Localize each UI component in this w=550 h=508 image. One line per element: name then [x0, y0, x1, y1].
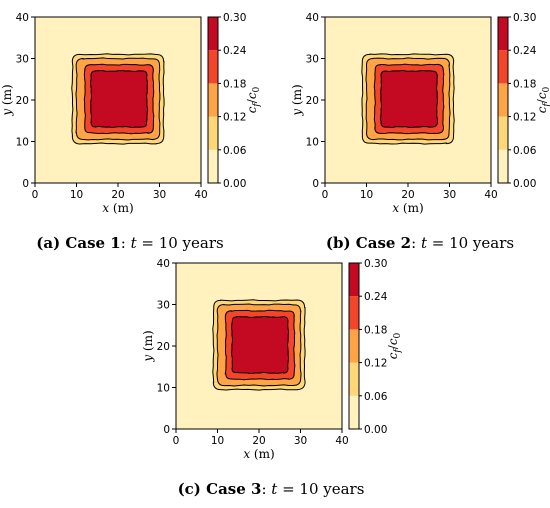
- x-tick-label: 0: [322, 189, 329, 201]
- colorbar-segment: [498, 17, 508, 51]
- colorbar-tick-label: 0.24: [513, 45, 537, 57]
- y-tick-label: 20: [306, 95, 319, 107]
- y-axis-label: y (m): [141, 330, 155, 362]
- x-tick-label: 10: [360, 189, 373, 201]
- panel-caption: (b) Case 2: t = 10 years: [326, 234, 514, 252]
- x-tick-label: 10: [211, 435, 224, 447]
- x-tick-label: 0: [173, 435, 180, 447]
- colorbar-segment: [498, 149, 508, 183]
- x-axis-var: x: [392, 201, 399, 215]
- y-tick-label: 40: [306, 12, 319, 24]
- y-tick-label: 30: [157, 300, 170, 312]
- y-tick-label: 40: [157, 258, 170, 270]
- colorbar-segment: [498, 83, 508, 117]
- y-tick-label: 10: [306, 137, 319, 149]
- panel-caption: (a) Case 1: t = 10 years: [36, 234, 223, 252]
- colorbar-tick-label: 0.18: [223, 78, 246, 90]
- colorbar-tick-label: 0.24: [364, 291, 388, 303]
- panel-caption: (c) Case 3: t = 10 years: [178, 480, 365, 498]
- colorbar-tick-label: 0.06: [223, 145, 247, 157]
- colorbar-tick-label: 0.24: [223, 45, 247, 57]
- colorbar-tick-label: 0.00: [364, 424, 387, 436]
- colorbar-segment: [208, 50, 218, 84]
- x-axis-label: x (m): [102, 201, 133, 215]
- colorbar-frame: [207, 16, 219, 184]
- y-tick-label: 20: [16, 95, 29, 107]
- colorbar-segment: [498, 116, 508, 150]
- x-axis-label: x (m): [392, 201, 423, 215]
- colorbar-segment: [349, 263, 359, 297]
- y-tick-label: 0: [312, 178, 319, 190]
- y-axis-var: y: [141, 355, 155, 363]
- colorbar-tick-label: 0.30: [364, 258, 387, 270]
- x-axis-var: x: [243, 447, 250, 461]
- x-tick-label: 40: [194, 189, 207, 201]
- x-axis-unit: (m): [399, 201, 424, 215]
- x-axis-var: x: [102, 201, 109, 215]
- colorbar-segment: [349, 362, 359, 396]
- colorbar-tick-label: 0.06: [364, 391, 388, 403]
- colorbar-tick-label: 0.12: [513, 112, 536, 124]
- colorbar-tick-label: 0.30: [513, 12, 536, 24]
- colorbar-segment: [349, 395, 359, 429]
- y-axis-unit: (m): [0, 84, 14, 109]
- contour-band-4: [90, 70, 149, 129]
- colorbar-frame: [348, 262, 360, 430]
- colorbar-segment: [208, 149, 218, 183]
- y-tick-label: 10: [16, 137, 29, 149]
- y-tick-label: 40: [16, 12, 29, 24]
- y-tick-label: 30: [306, 54, 319, 66]
- y-axis-var: y: [0, 109, 14, 117]
- y-axis-label: y (m): [290, 84, 304, 116]
- x-tick-label: 40: [484, 189, 497, 201]
- x-tick-label: 20: [252, 435, 265, 447]
- y-axis-label: y (m): [0, 84, 14, 116]
- contour-band-4: [231, 315, 290, 375]
- y-axis-var: y: [290, 109, 304, 117]
- y-tick-label: 0: [22, 178, 29, 190]
- x-tick-label: 30: [153, 189, 166, 201]
- colorbar-tick-label: 0.18: [364, 324, 387, 336]
- colorbar-tick-label: 0.18: [513, 78, 536, 90]
- colorbar-tick-label: 0.12: [223, 112, 246, 124]
- colorbar-segment: [208, 17, 218, 51]
- x-axis-label: x (m): [243, 447, 274, 461]
- x-tick-label: 30: [443, 189, 456, 201]
- x-tick-label: 10: [70, 189, 83, 201]
- y-tick-label: 20: [157, 341, 170, 353]
- colorbar-tick-label: 0.06: [513, 145, 537, 157]
- x-tick-label: 20: [111, 189, 124, 201]
- x-tick-label: 30: [294, 435, 307, 447]
- colorbar-frame: [497, 16, 509, 184]
- colorbar-tick-label: 0.00: [223, 178, 246, 190]
- y-axis-unit: (m): [290, 84, 304, 109]
- colorbar-segment: [498, 50, 508, 84]
- colorbar-label: cf/c0: [245, 86, 262, 113]
- y-tick-label: 30: [16, 54, 29, 66]
- colorbar-label: cf/c0: [535, 86, 550, 113]
- x-tick-label: 20: [401, 189, 414, 201]
- colorbar-segment: [208, 83, 218, 117]
- colorbar-segment: [349, 329, 359, 363]
- colorbar-tick-label: 0.30: [223, 12, 246, 24]
- y-tick-label: 10: [157, 383, 170, 395]
- y-tick-label: 0: [163, 424, 170, 436]
- x-axis-unit: (m): [109, 201, 134, 215]
- colorbar-segment: [208, 116, 218, 150]
- colorbar-tick-label: 0.00: [513, 178, 536, 190]
- colorbar-label: cf/c0: [386, 332, 403, 359]
- colorbar-segment: [349, 296, 359, 330]
- x-axis-unit: (m): [250, 447, 275, 461]
- x-tick-label: 0: [32, 189, 39, 201]
- y-axis-unit: (m): [141, 330, 155, 355]
- x-tick-label: 40: [335, 435, 348, 447]
- colorbar-tick-label: 0.12: [364, 358, 387, 370]
- contour-band-4: [379, 69, 439, 128]
